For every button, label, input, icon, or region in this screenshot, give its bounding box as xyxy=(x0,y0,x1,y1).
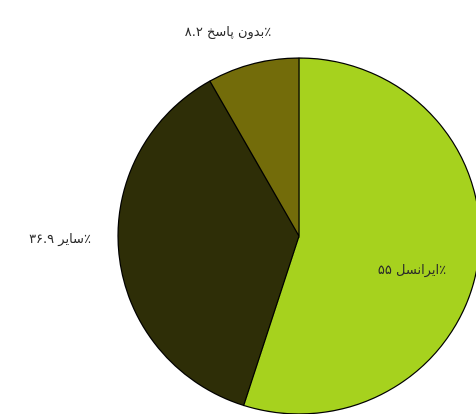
pie-slices xyxy=(117,57,476,414)
slice-label-other: سایر ۳۶.۹٪ xyxy=(29,232,91,247)
pie-slice-no-answer xyxy=(209,57,300,239)
slice-label-no-answer: بدون پاسخ ۸.۲٪ xyxy=(185,25,272,40)
pie-slice-other xyxy=(117,80,300,407)
pie-slice-irancell xyxy=(242,57,476,414)
slice-label-irancell: ایرانسل ۵۵٪ xyxy=(378,263,446,278)
